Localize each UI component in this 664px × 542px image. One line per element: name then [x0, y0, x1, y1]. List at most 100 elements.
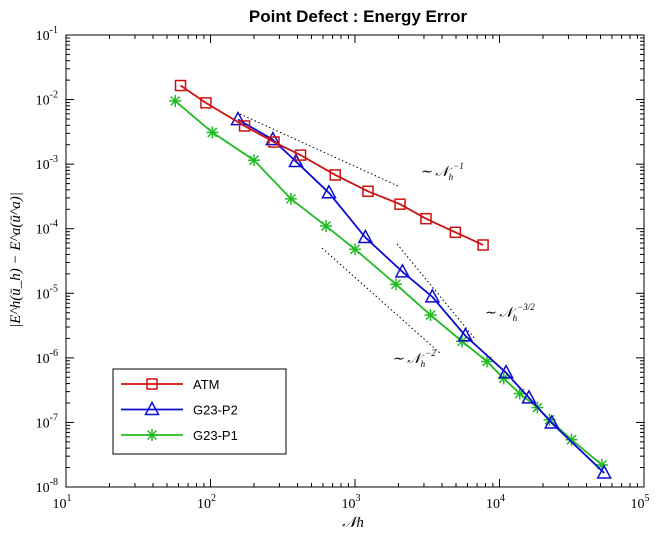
square-marker [449, 226, 462, 239]
triangle-marker [457, 327, 474, 342]
asterisk-marker [424, 309, 437, 322]
y-tick-exp: -3 [50, 154, 58, 165]
triangle-marker [144, 400, 160, 416]
legend: ATM G23-P2 G23-P1 [112, 368, 287, 455]
square-marker [362, 185, 374, 198]
asterisk-stroke [498, 373, 509, 384]
asterisk-marker [320, 220, 333, 233]
series-atm [174, 79, 489, 251]
asterisk-marker [206, 126, 219, 139]
square-marker [174, 79, 187, 92]
annotation-exp: −3/2 [517, 302, 535, 312]
asterisk-stroke [248, 155, 260, 166]
y-tick-exp: -5 [50, 283, 58, 294]
y-tick-exp: -2 [50, 90, 58, 101]
y-tick-exp: -8 [50, 477, 58, 488]
asterisk-marker [481, 355, 494, 368]
asterisk-stroke [170, 95, 181, 107]
x-tick-base: 10 [631, 497, 645, 512]
y-tick-exp: -6 [50, 348, 58, 359]
y-tick-base: 10 [36, 94, 50, 109]
x-tick-base: 10 [342, 497, 356, 512]
slope-annotation: ∼ 𝒩h−2 [392, 348, 436, 369]
y-tick-label: 10-6 [36, 348, 58, 367]
x-tick-base: 10 [53, 497, 67, 512]
legend-entry-atm: ATM [121, 377, 219, 392]
legend-entry-g23-p2: G23-P2 [121, 400, 238, 418]
y-tick-label: 10-5 [36, 283, 58, 302]
asterisk-stroke [349, 244, 361, 255]
y-tick-label: 10-3 [36, 154, 58, 173]
asterisk-stroke [285, 193, 296, 204]
square-marker [200, 97, 212, 109]
asterisk-marker [247, 154, 260, 167]
triangle-marker [394, 263, 411, 278]
y-tick-base: 10 [36, 287, 50, 302]
asterisk-marker [349, 243, 361, 256]
y-tick-exp: -1 [50, 25, 58, 36]
asterisk-marker [284, 192, 297, 205]
y-tick-base: 10 [36, 352, 50, 367]
square-marker [420, 212, 432, 225]
triangle-marker [357, 228, 374, 244]
y-tick-base: 10 [36, 416, 50, 431]
square-marker [238, 120, 251, 132]
chart-title: Point Defect : Energy Error [249, 7, 468, 26]
y-tick-exp: -4 [50, 219, 58, 230]
x-tick-label: 102 [197, 493, 216, 512]
annotation-prefix: ∼ 𝒩 [392, 352, 425, 367]
x-tick-label: 103 [342, 493, 361, 512]
asterisk-marker [146, 429, 158, 441]
legend-label: G23-P2 [193, 403, 238, 418]
legend-label: G23-P1 [193, 428, 238, 443]
slope-guides [239, 113, 477, 355]
series-line [179, 84, 484, 246]
asterisk-stroke [566, 434, 577, 445]
slope-guide-line [396, 243, 477, 341]
x-tick-exp: 2 [211, 493, 216, 504]
slope-guide-line [239, 113, 399, 187]
asterisk-marker [565, 433, 578, 446]
asterisk-stroke [320, 221, 332, 232]
x-axis-label: 𝒩h [342, 515, 364, 531]
triangle-marker [424, 288, 441, 303]
square-marker [477, 239, 489, 251]
triangle-marker [230, 111, 246, 126]
x-tick-exp: 3 [356, 493, 361, 504]
triangle-marker [521, 389, 537, 404]
annotation-prefix: ∼ 𝒩 [420, 165, 453, 180]
square-marker [394, 198, 406, 210]
y-tick-exp: -7 [50, 412, 58, 423]
x-tick-base: 10 [486, 497, 500, 512]
x-tick-exp: 4 [500, 493, 505, 504]
square-marker [146, 378, 158, 390]
annotation-exp: −1 [453, 161, 464, 171]
y-tick-label: 10-4 [36, 219, 58, 238]
legend-label: ATM [193, 377, 219, 392]
y-tick-base: 10 [36, 158, 50, 173]
square-marker [268, 136, 280, 148]
x-tick-label: 101 [53, 493, 72, 512]
data-series [169, 79, 612, 479]
triangle-marker [544, 414, 560, 429]
annotation-sub: h [513, 313, 518, 323]
axis-ticks: 101 102 103 104 10510-810-710-610-510-410-31… [36, 25, 650, 512]
y-tick-label: 10-8 [36, 477, 58, 496]
asterisk-stroke [390, 279, 401, 290]
slope-annotation: ∼ 𝒩h−3/2 [484, 302, 535, 323]
triangle-marker [321, 184, 337, 199]
triangle-marker [596, 464, 612, 479]
y-tick-base: 10 [36, 29, 50, 44]
asterisk-marker [389, 278, 402, 291]
y-tick-label: 10-7 [36, 412, 58, 431]
asterisk-marker [169, 95, 182, 108]
series-line [237, 118, 605, 474]
y-tick-label: 10-1 [36, 25, 58, 44]
slope-guide-line [321, 247, 442, 355]
asterisk-stroke [425, 310, 436, 321]
x-tick-exp: 5 [645, 493, 650, 504]
annotation-exp: −2 [425, 348, 436, 358]
y-tick-base: 10 [36, 223, 50, 238]
square-marker [294, 149, 307, 161]
